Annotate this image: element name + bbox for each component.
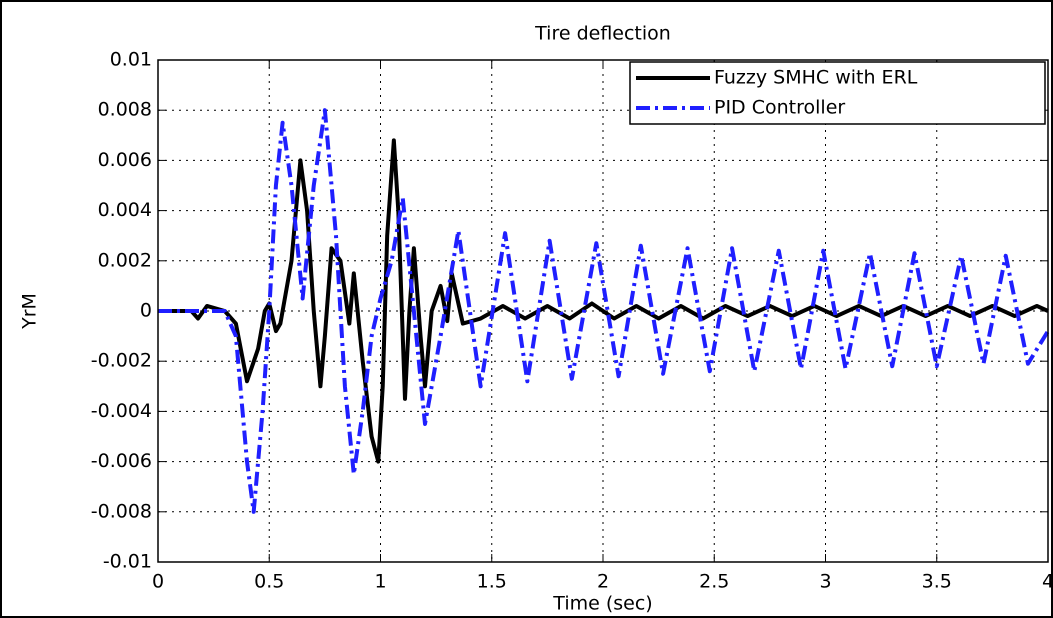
x-tick-label: 0 bbox=[152, 571, 164, 593]
x-tick-label: 1.5 bbox=[477, 571, 507, 593]
y-tick-label: -0.002 bbox=[91, 350, 152, 372]
y-tick-label: 0.01 bbox=[110, 49, 152, 71]
x-tick-label: 4 bbox=[1042, 571, 1053, 593]
x-axis-label: Time (sec) bbox=[552, 593, 652, 615]
y-tick-label: -0.01 bbox=[103, 551, 152, 573]
y-tick-label: -0.004 bbox=[91, 400, 152, 422]
y-axis-label: YrM bbox=[19, 293, 41, 330]
legend-box bbox=[629, 61, 1046, 125]
legend-label: Fuzzy SMHC with ERL bbox=[714, 67, 918, 89]
y-tick-label: -0.008 bbox=[91, 500, 152, 522]
series-line bbox=[158, 108, 1050, 514]
y-tick-label: 0.008 bbox=[98, 99, 152, 121]
x-tick-label: 2 bbox=[597, 571, 609, 593]
x-tick-label: 0.5 bbox=[254, 571, 284, 593]
series-line bbox=[158, 138, 1049, 464]
y-tick-label: 0.004 bbox=[98, 199, 152, 221]
x-tick-label: 3.5 bbox=[922, 571, 952, 593]
plot-frame bbox=[157, 59, 1049, 563]
x-tick-label: 3 bbox=[819, 571, 831, 593]
y-tick-label: -0.006 bbox=[91, 450, 152, 472]
y-tick-label: 0.002 bbox=[98, 249, 152, 271]
y-tick-label: 0.006 bbox=[98, 149, 152, 171]
legend-label: PID Controller bbox=[714, 97, 845, 119]
chart-title: Tire deflection bbox=[534, 23, 671, 45]
x-tick-label: 1 bbox=[374, 571, 386, 593]
y-tick-label: 0 bbox=[140, 300, 152, 322]
x-tick-label: 2.5 bbox=[699, 571, 729, 593]
